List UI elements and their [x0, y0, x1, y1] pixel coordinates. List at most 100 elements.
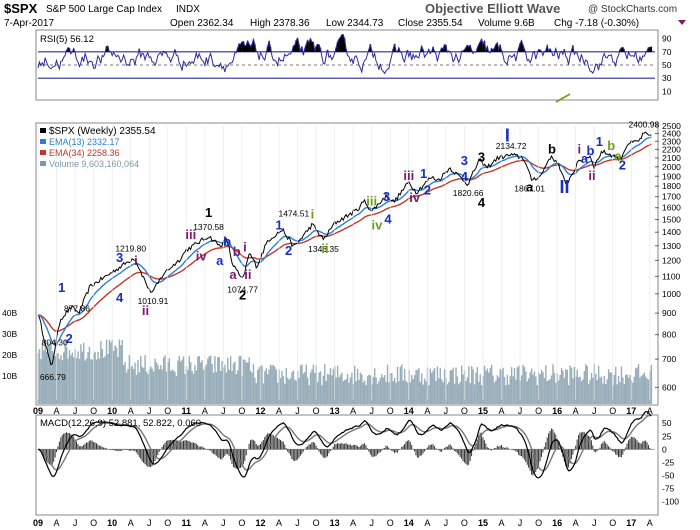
- volume-bar: [585, 364, 587, 404]
- volume-bar: [539, 374, 541, 404]
- volume-bar: [326, 374, 329, 404]
- volume-bar: [646, 378, 648, 404]
- volume-bar: [586, 366, 588, 404]
- volume-bar: [460, 365, 463, 404]
- volume-bar: [615, 366, 617, 404]
- wave-label: II: [560, 177, 570, 197]
- volume-bar: [438, 378, 440, 404]
- volume-bar: [555, 382, 557, 404]
- volume-bar: [131, 365, 133, 404]
- volume-bar: [469, 383, 471, 404]
- volume-bar: [184, 374, 186, 404]
- volume-bar: [413, 375, 416, 404]
- x-tick-label: A: [573, 406, 579, 416]
- volume-bar: [152, 371, 155, 404]
- wave-label: ii: [244, 267, 251, 282]
- price-tick-label: 1600: [662, 203, 681, 213]
- volume-bar: [194, 365, 196, 404]
- volume-bar: [483, 365, 486, 404]
- x-tick-label: 09: [33, 406, 43, 416]
- volume-bar: [162, 357, 165, 404]
- x-tick-label: O: [535, 518, 542, 528]
- volume-bar: [51, 350, 54, 404]
- volume-bar: [512, 376, 514, 404]
- volume-bar: [218, 356, 220, 404]
- volume-bar: [199, 362, 202, 404]
- wave-label: i: [311, 206, 315, 221]
- volume-bar: [38, 349, 41, 404]
- wave-label: i: [578, 142, 582, 157]
- volume-bar: [502, 367, 504, 404]
- wave-label: 4: [116, 290, 124, 305]
- volume-bar: [207, 358, 209, 404]
- price-annotation: 2400.98: [629, 119, 660, 129]
- wave-label: 1: [420, 166, 427, 181]
- volume-bar: [518, 365, 520, 404]
- volume-bar: [423, 378, 426, 404]
- volume-bar: [349, 377, 352, 404]
- macd-title: MACD(12,26,9) 52.881, 52.822, 0.060: [40, 418, 201, 429]
- volume-bar: [191, 371, 193, 404]
- volume-bar: [378, 381, 380, 404]
- x-tick-label: J: [369, 518, 374, 528]
- x-tick-label: 10: [107, 518, 117, 528]
- wave-label: 2: [66, 331, 73, 346]
- wave-label: 4: [461, 169, 469, 184]
- volume-bar: [361, 374, 363, 404]
- volume-bar: [271, 365, 273, 404]
- volume-bar: [476, 367, 479, 404]
- x-tick-label: O: [90, 406, 97, 416]
- volume-bar: [549, 378, 551, 404]
- volume-bar: [536, 385, 538, 404]
- volume-bar: [372, 377, 374, 404]
- volume-bar: [348, 382, 350, 404]
- volume-bar: [304, 372, 306, 404]
- volume-bar: [341, 372, 343, 404]
- volume-bar: [366, 376, 369, 404]
- low-value: 2344.73: [347, 18, 384, 29]
- volume-bar: [104, 356, 106, 404]
- wave-label: iv: [409, 190, 421, 205]
- wave-label: 3: [383, 189, 390, 204]
- volume-bar: [587, 384, 590, 404]
- volume-bar: [105, 339, 108, 404]
- wave-label: b: [233, 244, 241, 259]
- volume-bar: [399, 366, 402, 404]
- volume-bar: [251, 372, 253, 404]
- rsi-tick-label: 50: [662, 60, 672, 70]
- price-tick-label: 1700: [662, 192, 681, 202]
- volume-bar: [48, 344, 51, 404]
- volume-bar: [228, 369, 230, 404]
- price-tick-label: 2300: [662, 136, 681, 146]
- volume-bar: [68, 350, 71, 404]
- volume-bar: [375, 377, 377, 404]
- wave-label: i: [134, 253, 138, 268]
- volume-bar: [182, 356, 185, 404]
- x-tick-label: 17: [626, 406, 636, 416]
- volume-bar: [274, 366, 276, 404]
- volume-bar: [71, 352, 74, 404]
- volume-bar: [101, 348, 103, 404]
- wave-label: iv: [371, 218, 383, 233]
- volume-bar: [112, 350, 115, 404]
- volume-bar: [530, 368, 533, 404]
- volume-bar: [252, 364, 255, 404]
- volume-bar: [57, 353, 59, 404]
- volume-bar: [572, 378, 574, 404]
- volume-bar: [599, 377, 601, 404]
- volume-bar: [560, 368, 563, 404]
- volume-bar: [617, 375, 620, 404]
- volume-bar: [288, 379, 290, 404]
- volume-bar: [429, 368, 432, 404]
- volume-bar: [172, 370, 175, 404]
- volume-bar: [533, 371, 536, 404]
- wave-label: 2: [619, 158, 626, 173]
- x-tick-label: A: [424, 518, 430, 528]
- volume-bar: [359, 372, 362, 404]
- volume-bar: [212, 372, 215, 404]
- volume-bar: [305, 364, 307, 404]
- volume-bar: [98, 358, 101, 404]
- price-annotation: 1474.51: [278, 209, 309, 219]
- volume-bar: [88, 346, 91, 404]
- x-tick-label: O: [461, 406, 468, 416]
